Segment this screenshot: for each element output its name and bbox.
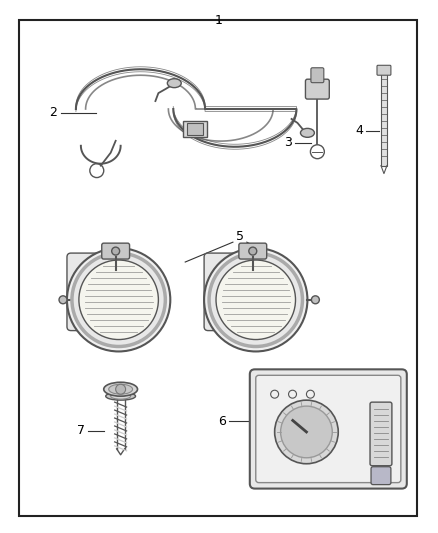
Circle shape bbox=[209, 253, 303, 346]
Circle shape bbox=[311, 296, 319, 304]
FancyBboxPatch shape bbox=[67, 253, 124, 330]
Text: 7: 7 bbox=[77, 424, 85, 438]
Ellipse shape bbox=[104, 382, 138, 396]
Circle shape bbox=[275, 400, 338, 464]
Text: 1: 1 bbox=[215, 14, 223, 27]
Text: 4: 4 bbox=[355, 124, 363, 138]
Text: 2: 2 bbox=[49, 107, 57, 119]
Ellipse shape bbox=[106, 392, 135, 400]
Text: 3: 3 bbox=[284, 136, 292, 149]
Circle shape bbox=[59, 296, 67, 304]
FancyBboxPatch shape bbox=[305, 79, 329, 99]
FancyBboxPatch shape bbox=[377, 65, 391, 75]
Circle shape bbox=[79, 260, 159, 340]
FancyBboxPatch shape bbox=[311, 68, 324, 83]
FancyBboxPatch shape bbox=[256, 375, 401, 482]
FancyBboxPatch shape bbox=[250, 369, 407, 489]
Ellipse shape bbox=[167, 79, 181, 87]
Text: 5: 5 bbox=[236, 230, 244, 243]
Circle shape bbox=[67, 248, 170, 351]
Bar bbox=[187, 123, 203, 135]
Bar bbox=[381, 71, 387, 166]
FancyBboxPatch shape bbox=[239, 243, 267, 259]
Circle shape bbox=[216, 260, 296, 340]
Circle shape bbox=[281, 406, 332, 458]
FancyBboxPatch shape bbox=[371, 467, 391, 484]
Text: 6: 6 bbox=[218, 415, 226, 427]
Ellipse shape bbox=[300, 128, 314, 138]
Circle shape bbox=[72, 253, 165, 346]
FancyBboxPatch shape bbox=[102, 243, 130, 259]
Circle shape bbox=[112, 247, 120, 255]
Bar bbox=[183, 121, 207, 137]
Ellipse shape bbox=[109, 384, 133, 394]
Circle shape bbox=[204, 248, 307, 351]
Circle shape bbox=[249, 247, 257, 255]
Ellipse shape bbox=[111, 393, 131, 399]
Circle shape bbox=[116, 384, 126, 394]
FancyBboxPatch shape bbox=[204, 253, 262, 330]
FancyBboxPatch shape bbox=[370, 402, 392, 466]
